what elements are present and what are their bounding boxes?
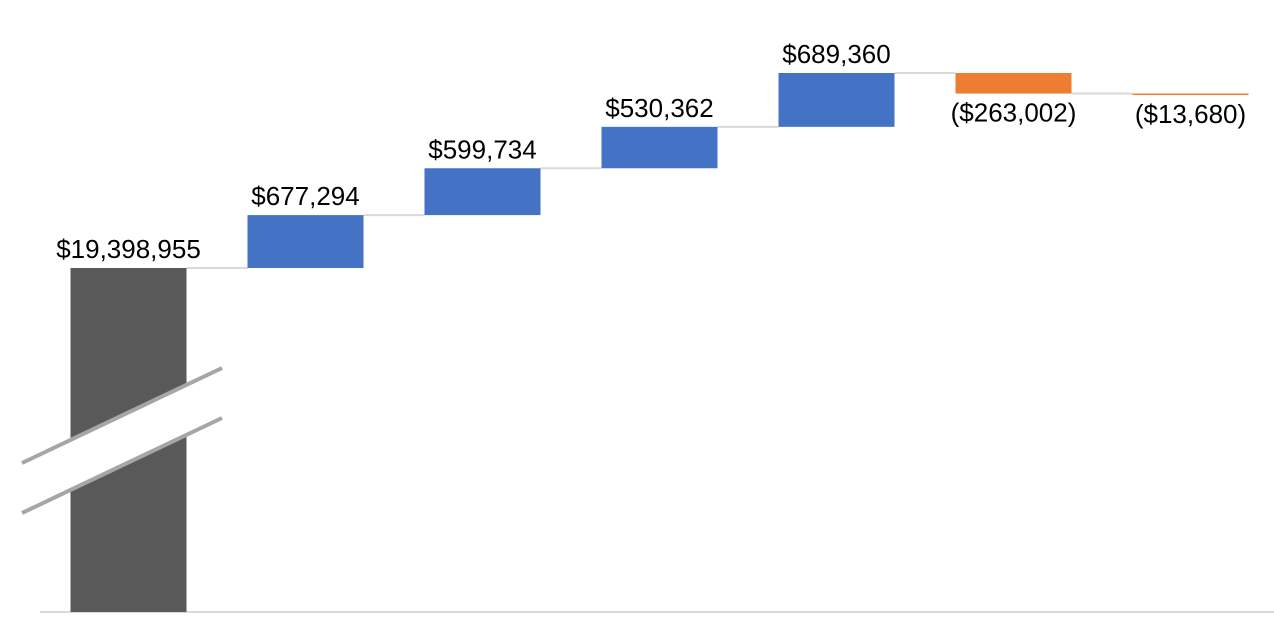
bar [247, 215, 364, 268]
data-label: $19,398,955 [56, 234, 201, 264]
data-label: $689,360 [782, 39, 890, 69]
data-label: $530,362 [605, 93, 713, 123]
bar [778, 73, 895, 127]
data-label: $677,294 [251, 181, 359, 211]
data-label: ($263,002) [951, 98, 1077, 128]
axis-break [21, 366, 223, 465]
axis-break [21, 416, 223, 515]
plot-area: $19,398,955 $677,294 $599,734 $530,362 $689,… [21, 39, 1249, 612]
data-label: ($13,680) [1135, 99, 1246, 129]
data-label: $599,734 [428, 134, 536, 164]
bar [601, 126, 718, 169]
bar [424, 168, 541, 216]
axis-break-gap [22, 368, 222, 513]
bar [955, 73, 1072, 94]
bar [1132, 93, 1249, 96]
